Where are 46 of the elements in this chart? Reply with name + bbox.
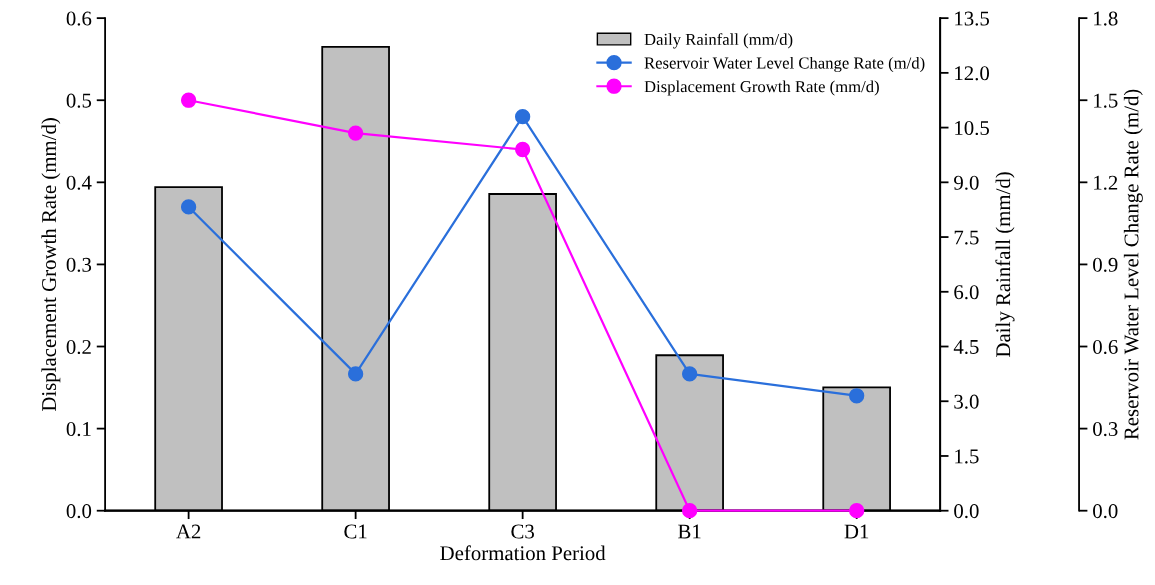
x-tick-label: A2: [176, 524, 201, 539]
x-tick-label: C3: [511, 524, 534, 539]
x-tick-label: D1: [844, 524, 869, 539]
y2-tick-label: 13.5: [955, 11, 990, 26]
y-tick-label: 0.6: [66, 11, 92, 26]
y-tick-label: 0.3: [66, 257, 92, 272]
point: [514, 109, 531, 125]
y2-tick-label: 7.5: [954, 230, 979, 245]
y3-tick-label: 0.0: [1093, 504, 1118, 519]
point: [682, 366, 698, 382]
y2-tick-label: 9.0: [954, 175, 979, 190]
legend-label: Displacement Growth Rate (mm/d): [644, 80, 879, 96]
point: [347, 125, 364, 141]
x-tick-label: B1: [678, 524, 701, 539]
y3-tick-label: 0.6: [1093, 339, 1118, 355]
x-axis-title: Deformation Period: [440, 545, 606, 561]
y3-tick-label: 0.3: [1093, 421, 1118, 437]
y2-tick-label: 0.0: [954, 504, 979, 519]
point: [347, 366, 364, 382]
y2-tick-label: 12.0: [955, 66, 990, 81]
y2-tick-label: 6.0: [954, 285, 979, 300]
point: [849, 503, 865, 519]
legend-label: Reservoir Water Level Change Rate (m/d): [644, 56, 925, 73]
y-axis-title: Displacement Growth Rate (mm/d): [41, 118, 61, 412]
point: [514, 141, 531, 158]
y-tick-label: 0.5: [66, 93, 92, 108]
y2-tick-label: 3.0: [954, 394, 979, 409]
point: [180, 199, 197, 215]
y2-axis-title: Daily Rainfall (mm/d): [995, 172, 1015, 357]
y3-tick-label: 1.5: [1094, 93, 1118, 108]
legend-label: Daily Rainfall (mm/d): [644, 33, 793, 49]
y2-tick-label: 1.5: [955, 449, 979, 464]
y3-tick-label: 0.9: [1093, 257, 1118, 272]
x-tick-label: C1: [344, 524, 367, 539]
y2-tick-label: 4.5: [953, 340, 979, 355]
y3-tick-label: 1.2: [1094, 175, 1118, 190]
y3-tick-label: 1.8: [1094, 11, 1118, 26]
point: [682, 503, 698, 519]
y3-axis-title: Reservoir Water Level Change Rate (m/d): [1123, 89, 1143, 440]
y-tick-label: 0.1: [66, 421, 91, 437]
point: [180, 92, 197, 108]
point: [849, 388, 865, 404]
y2-tick-label: 10.5: [955, 120, 990, 136]
y-tick-label: 0.4: [66, 175, 92, 190]
y-tick-label: 0.2: [66, 339, 91, 355]
y-tick-label: 0.0: [66, 504, 92, 519]
